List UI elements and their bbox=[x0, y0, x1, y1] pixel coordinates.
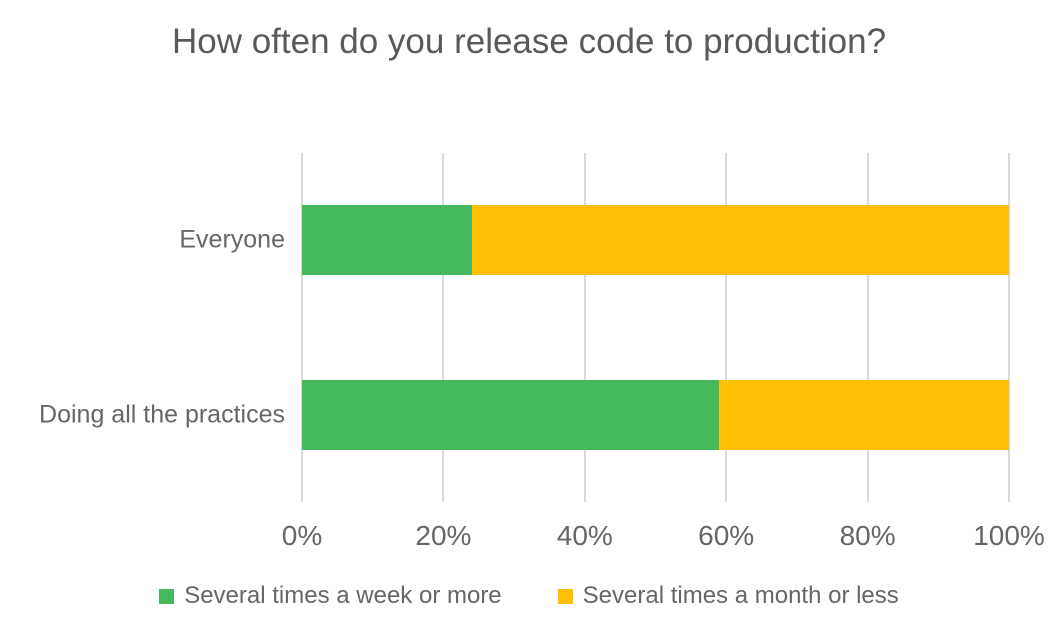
x-tick-label: 80% bbox=[839, 520, 896, 551]
bar-segment bbox=[471, 205, 1009, 275]
gridline bbox=[1008, 153, 1010, 502]
legend-label: Several times a week or more bbox=[184, 582, 502, 609]
gridline bbox=[301, 153, 303, 502]
legend-swatch-icon bbox=[557, 588, 573, 604]
bar-segment bbox=[719, 380, 1009, 450]
x-axis: 0% 20% 40% 60% 80% 100% bbox=[282, 520, 1045, 554]
category-axis: Everyone Doing all the practices bbox=[0, 0, 285, 628]
gridline bbox=[442, 153, 445, 502]
legend-label: Several times a month or less bbox=[582, 582, 899, 609]
gridline bbox=[583, 153, 586, 502]
gridline bbox=[725, 153, 728, 502]
chart-title: How often do you release code to product… bbox=[171, 22, 887, 61]
legend-swatch-icon bbox=[159, 588, 175, 604]
bar-segment bbox=[302, 205, 472, 275]
legend: Several times a week or more Several time… bbox=[0, 582, 1058, 610]
x-tick-label: 100% bbox=[973, 520, 1045, 551]
x-tick-label: 0% bbox=[281, 520, 323, 551]
gridline bbox=[866, 153, 869, 502]
legend-item: Several times a month or less bbox=[557, 582, 899, 610]
bar-segment bbox=[302, 380, 720, 450]
x-tick-label: 20% bbox=[415, 520, 472, 551]
bar-row bbox=[302, 205, 1009, 275]
x-tick-label: 60% bbox=[698, 520, 755, 551]
category-label: Everyone bbox=[179, 225, 285, 254]
category-label: Doing all the practices bbox=[39, 400, 285, 429]
plot-area bbox=[301, 153, 1010, 502]
x-tick-label: 40% bbox=[556, 520, 613, 551]
bar-row bbox=[302, 380, 1009, 450]
legend-item: Several times a week or more bbox=[159, 582, 502, 610]
